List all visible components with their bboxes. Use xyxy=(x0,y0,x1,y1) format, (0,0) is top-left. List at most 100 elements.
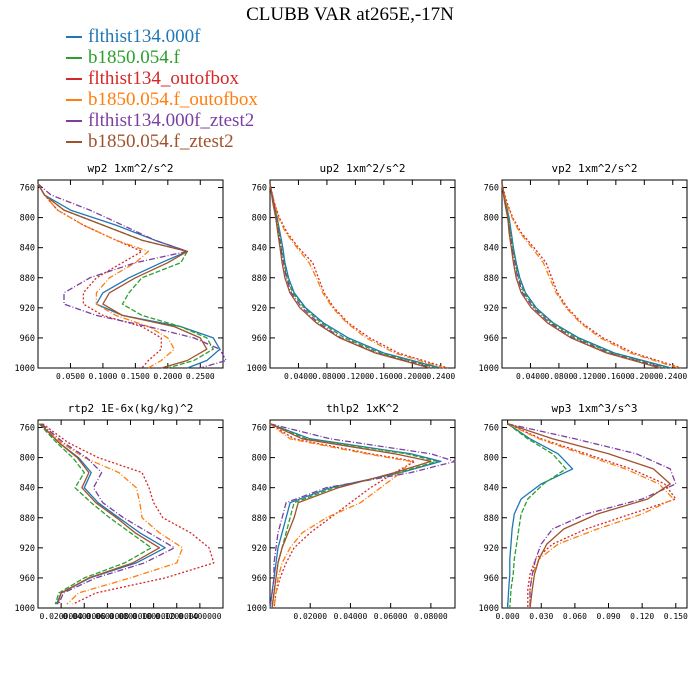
series-line xyxy=(269,183,449,369)
legend-swatch xyxy=(66,98,82,101)
series-line xyxy=(269,423,456,609)
y-tick-label: 960 xyxy=(20,574,35,584)
legend-item: b1850.054.f xyxy=(66,47,258,68)
x-tick-label: 0.0400000 xyxy=(63,612,107,621)
legend-swatch xyxy=(66,119,82,122)
x-tick-label: 0.0400 xyxy=(516,372,545,381)
legend-label: b1850.054.f_ztest2 xyxy=(88,131,234,152)
series-line xyxy=(269,423,432,609)
panel-frame xyxy=(37,179,224,369)
x-tick-label: 0.0500 xyxy=(56,372,85,381)
series-line xyxy=(269,183,441,369)
y-tick-label: 1000 xyxy=(479,364,499,374)
y-tick-label: 840 xyxy=(484,484,499,494)
panel-title: rtp2 1E-6x(kg/kg)^2 xyxy=(68,402,194,415)
legend-item: b1850.054.f_outofbox xyxy=(66,89,258,110)
y-tick-label: 1000 xyxy=(15,604,35,614)
series-line xyxy=(507,423,677,608)
series-line xyxy=(507,423,677,608)
y-tick-label: 800 xyxy=(484,454,499,464)
series-line xyxy=(269,183,445,369)
y-tick-label: 800 xyxy=(484,214,499,224)
y-tick-label: 960 xyxy=(484,334,499,344)
series-line xyxy=(501,183,661,369)
series-line xyxy=(501,183,672,369)
series-line xyxy=(501,183,679,369)
series-line xyxy=(507,423,567,609)
y-tick-label: 800 xyxy=(20,214,35,224)
y-tick-label: 840 xyxy=(252,484,267,494)
y-tick-label: 1000 xyxy=(15,364,35,374)
y-tick-label: 920 xyxy=(20,304,35,314)
legend: flthist134.000f b1850.054.f flthist134_o… xyxy=(66,26,258,152)
panel-frame xyxy=(269,419,456,609)
y-tick-label: 960 xyxy=(20,334,35,344)
y-tick-label: 880 xyxy=(484,274,499,284)
x-tick-label: 0.1200 xyxy=(341,372,370,381)
legend-item: flthist134.000f xyxy=(66,26,258,47)
y-tick-label: 920 xyxy=(252,544,267,554)
series-line xyxy=(37,183,214,369)
y-tick-label: 1000 xyxy=(479,604,499,614)
x-tick-label: 0.0600000 xyxy=(86,612,130,621)
y-tick-label: 880 xyxy=(20,274,35,284)
y-tick-label: 920 xyxy=(252,304,267,314)
legend-label: flthist134.000f_ztest2 xyxy=(88,110,255,131)
x-tick-label: 0.1400000 xyxy=(178,612,222,621)
series-line xyxy=(41,423,176,605)
series-line xyxy=(37,183,208,369)
figure-title: CLUBB VAR at265E,-17N xyxy=(246,4,454,25)
y-tick-label: 880 xyxy=(20,514,35,524)
x-tick-label: 0.06000 xyxy=(374,612,408,621)
x-tick-label: 0.02000 xyxy=(293,612,327,621)
y-tick-label: 880 xyxy=(484,514,499,524)
legend-swatch xyxy=(66,77,82,80)
series-line xyxy=(501,183,668,369)
panel-frame xyxy=(501,419,688,609)
series-line xyxy=(38,423,152,605)
series-line xyxy=(39,423,161,605)
y-tick-label: 1000 xyxy=(247,604,267,614)
series-line xyxy=(41,423,184,605)
x-tick-label: 0.2000 xyxy=(153,372,182,381)
y-tick-label: 840 xyxy=(484,244,499,254)
x-tick-label: 0.150 xyxy=(664,612,688,621)
legend-item: flthist134.000f_ztest2 xyxy=(66,110,258,131)
y-tick-label: 920 xyxy=(20,544,35,554)
series-line xyxy=(37,183,162,369)
series-line xyxy=(42,423,215,605)
y-tick-label: 960 xyxy=(252,334,267,344)
x-tick-label: 0.2000 xyxy=(630,372,659,381)
y-tick-label: 760 xyxy=(20,424,35,434)
x-tick-label: 0.090 xyxy=(596,612,620,621)
series-line xyxy=(37,183,221,369)
series-line xyxy=(269,423,416,609)
x-tick-label: 0.2400 xyxy=(658,372,687,381)
series-line xyxy=(269,183,431,369)
series-line xyxy=(269,423,412,609)
y-tick-label: 960 xyxy=(484,574,499,584)
y-tick-label: 760 xyxy=(484,184,499,194)
legend-swatch xyxy=(66,140,82,143)
series-line xyxy=(37,183,227,369)
panel-frame xyxy=(501,179,688,369)
x-tick-label: 0.08000 xyxy=(414,612,448,621)
x-tick-label: 0.1600 xyxy=(601,372,630,381)
legend-item: flthist134_outofbox xyxy=(66,68,258,89)
series-line xyxy=(501,183,682,369)
x-tick-label: 0.04000 xyxy=(334,612,368,621)
x-tick-label: 0.120 xyxy=(630,612,654,621)
y-tick-label: 840 xyxy=(252,244,267,254)
y-tick-label: 960 xyxy=(252,574,267,584)
legend-swatch xyxy=(66,35,82,38)
x-tick-label: 0.1200 xyxy=(573,372,602,381)
x-tick-label: 0.1500 xyxy=(121,372,150,381)
y-tick-label: 760 xyxy=(252,184,267,194)
series-line xyxy=(39,423,166,605)
x-tick-label: 0.1000 xyxy=(88,372,117,381)
series-line xyxy=(507,423,675,608)
x-tick-label: 0.1600 xyxy=(369,372,398,381)
series-line xyxy=(269,183,438,369)
y-tick-label: 760 xyxy=(484,424,499,434)
